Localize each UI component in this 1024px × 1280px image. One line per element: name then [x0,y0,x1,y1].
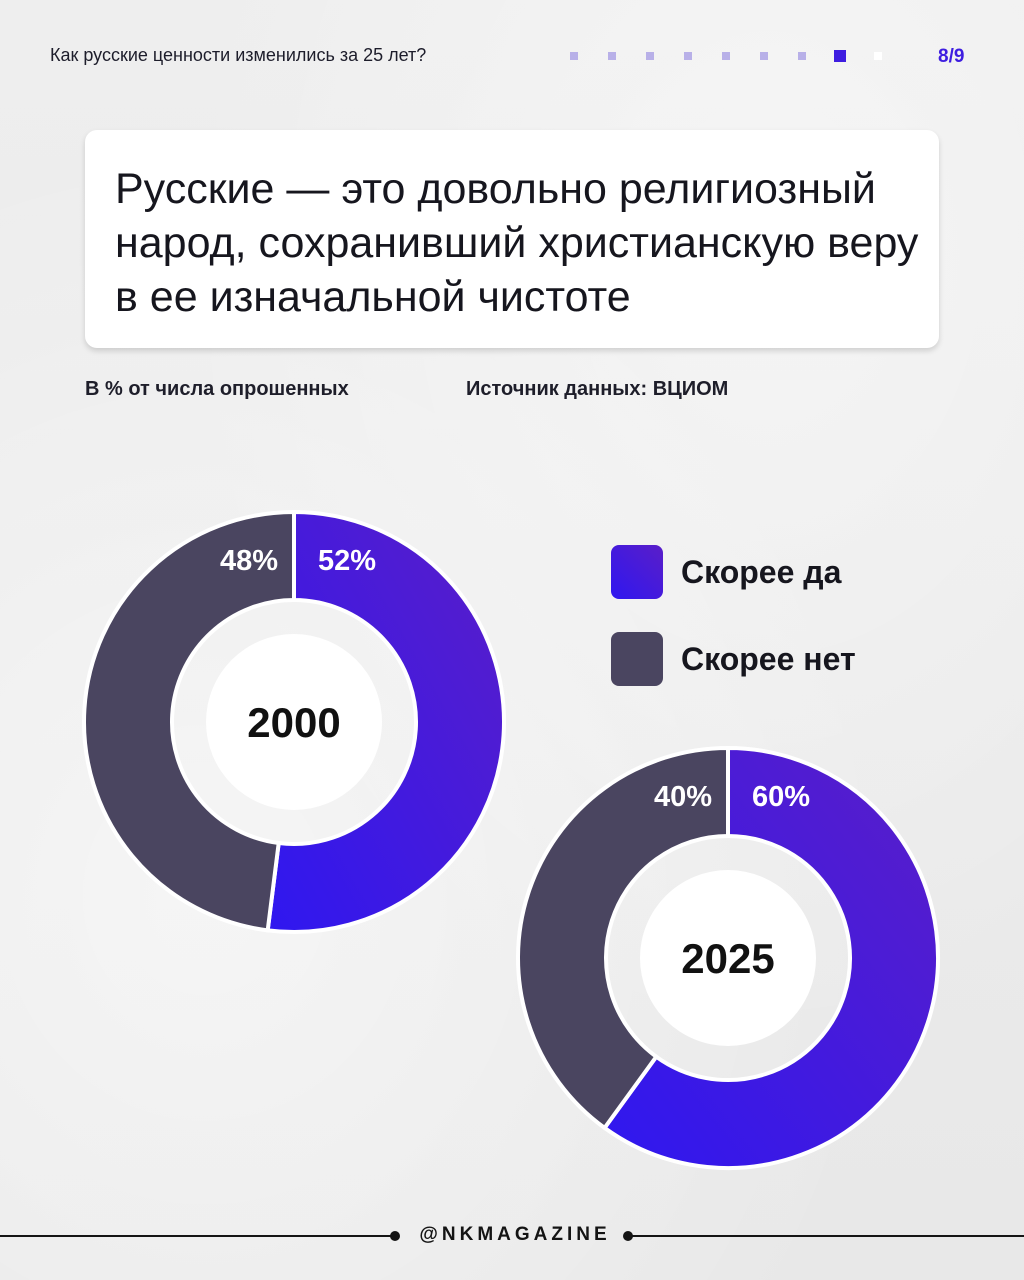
progress-dot-current [834,50,846,62]
series-title: Как русские ценности изменились за 25 ле… [50,45,427,65]
donut-center-label: 2000 [247,699,340,746]
progress-dot [760,52,768,60]
progress-dot [684,52,692,60]
legend-item-no: Скорее нет [611,632,856,686]
progress-dot [722,52,730,60]
footer-handle: @NKMAGAZINE [419,1224,611,1245]
source-note: Источник данных: ВЦИОМ [466,378,729,400]
data-label-no: 48% [220,545,278,577]
progress-dot [798,52,806,60]
donut-segment-yes [601,745,940,1170]
legend-label-yes: Скорее да [681,553,842,590]
donut-center-label: 2025 [681,935,774,982]
donut-segment-yes [265,509,506,934]
footer-rule-right [628,1235,1024,1237]
donut-segment-no [82,509,296,933]
statement-card: Русские — это довольно религиозный народ… [85,130,939,348]
progress-dot [608,52,616,60]
footer-dot-left [390,1231,400,1241]
donut-segment-no [516,745,730,1131]
progress-dot [874,52,882,60]
donut-center [206,634,382,810]
progress-dot [646,52,654,60]
data-label-yes: 52% [318,545,376,577]
data-label-yes: 60% [752,781,810,813]
footer-rule-left [0,1235,395,1237]
data-label-no: 40% [654,781,712,813]
donut-center [640,870,816,1046]
legend-swatch-yes [611,545,663,599]
unit-note: В % от числа опрошенных [85,378,349,400]
legend-label-no: Скорее нет [681,640,856,677]
slide-progress-indicator [570,49,900,63]
legend-swatch-no [611,632,663,686]
statement-title: Русские — это довольно религиозный народ… [115,165,919,321]
legend-item-yes: Скорее да [611,545,841,599]
progress-dot [570,52,578,60]
page-counter: 8/9 [938,46,965,67]
